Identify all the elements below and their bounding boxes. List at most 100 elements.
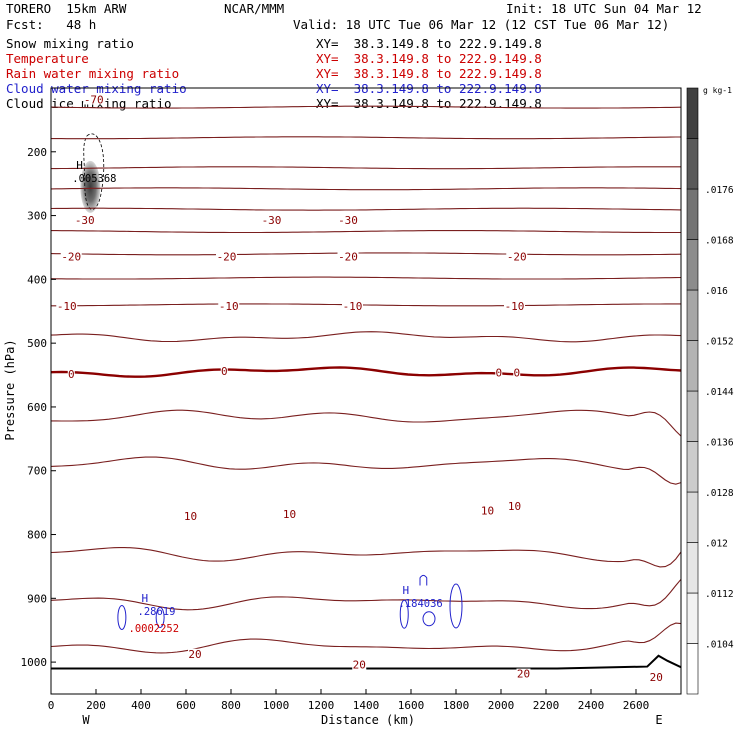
isotherm-label-bg <box>516 668 531 679</box>
isotherm-label: 20 <box>517 668 530 681</box>
isotherm-label-bg <box>56 301 78 312</box>
snow-shading <box>80 160 101 213</box>
x-tick-label: 200 <box>86 699 106 712</box>
isotherm-label-bg <box>60 251 82 262</box>
isotherm-label-bg <box>342 301 363 312</box>
cloud-water-maximum-2-marker: H <box>403 584 410 597</box>
x-tick-label: 2200 <box>533 699 560 712</box>
x-tick-label: 800 <box>221 699 241 712</box>
x-tick-label: 600 <box>176 699 196 712</box>
x-tick-label: 2400 <box>578 699 605 712</box>
header-init: Init: 18 UTC Sun 04 Mar 12 <box>506 1 702 16</box>
colorbar-swatch <box>686 87 699 139</box>
x-tick-label: 2000 <box>488 699 515 712</box>
isotherm-5 <box>51 409 681 437</box>
isotherm-label: 20 <box>353 659 366 672</box>
x-end-label-east: E <box>655 713 662 727</box>
isotherm--50 <box>51 105 681 109</box>
x-tick-label: 0 <box>48 699 55 712</box>
x-axis-label: Distance (km) <box>321 713 415 727</box>
cloud-ice-contour <box>83 133 105 210</box>
isotherm-15 <box>51 547 681 568</box>
isotherm-label-bg <box>337 215 359 226</box>
x-tick-label: 2600 <box>623 699 650 712</box>
isotherm-label: -70 <box>84 93 104 106</box>
isotherm-label-bg <box>261 215 282 226</box>
colorbar-tick-label: .016 <box>705 286 728 297</box>
isotherm-label: -10 <box>505 300 525 313</box>
isotherm-label-bg <box>649 671 664 682</box>
snow-maximum-value: .005368 <box>72 173 116 185</box>
colorbar-tick-label: .0168 <box>705 236 734 247</box>
x-end-label-west: W <box>82 713 90 727</box>
field-name-temperature: Temperature <box>6 51 89 66</box>
y-tick-label: 900 <box>27 592 47 605</box>
y-tick-label: 800 <box>27 529 47 542</box>
isotherm-label-bg <box>337 251 359 262</box>
field-name-cloud-water: Cloud water mixing ratio <box>6 81 187 96</box>
isotherm-label-bg <box>504 301 525 312</box>
colorbar-swatch <box>686 592 699 644</box>
isotherm-label: -10 <box>343 300 363 313</box>
colorbar-swatch <box>686 491 699 543</box>
colorbar-swatch <box>686 340 699 392</box>
isotherm-10 <box>51 456 681 485</box>
colorbar-swatch <box>686 138 699 190</box>
isotherm--10 <box>51 303 681 307</box>
isotherm-label: 0 <box>68 368 75 381</box>
colorbar-swatch <box>686 188 699 240</box>
x-tick-label: 1800 <box>443 699 470 712</box>
colorbar-tick-label: .0136 <box>705 438 734 449</box>
x-tick-label: 1200 <box>308 699 335 712</box>
isotherm-label: 0 <box>513 367 520 380</box>
cloud-water-contour <box>399 599 409 629</box>
isotherm-label: 0 <box>495 367 502 380</box>
isotherm--5 <box>51 331 681 343</box>
isotherm--30 <box>51 207 681 211</box>
colorbar-tick-label: .0176 <box>705 185 734 196</box>
header-center: NCAR/MMM <box>224 1 285 16</box>
isotherm-20 <box>51 578 681 611</box>
y-tick-label: 300 <box>27 210 47 223</box>
isotherm-25 <box>51 622 681 654</box>
field-xy-rain: XY= 38.3.149.8 to 222.9.149.8 <box>316 66 542 81</box>
isotherm--45 <box>51 136 681 140</box>
x-tick-label: 400 <box>131 699 151 712</box>
y-tick-label: 400 <box>27 273 47 286</box>
header-fcst: Fcst: 48 h <box>6 17 97 32</box>
isotherm-label: 10 <box>283 508 296 521</box>
cloud-water-maximum-1-marker: H <box>142 592 149 605</box>
isotherm-label-bg <box>513 367 521 378</box>
isotherm-label-bg <box>83 94 105 105</box>
isotherm-label-bg <box>506 251 528 262</box>
colorbar-tick-label: .0144 <box>705 387 734 398</box>
cloud-water-contour <box>422 611 436 627</box>
isotherm-label-bg <box>480 505 495 516</box>
y-tick-label: 700 <box>27 465 47 478</box>
header-model: TORERO 15km ARW <box>6 1 127 16</box>
isotherm-label-bg <box>495 367 503 378</box>
x-tick-label: 1600 <box>398 699 425 712</box>
isotherm--25 <box>51 230 681 234</box>
isotherm-label: -30 <box>75 214 95 227</box>
isotherm-label-bg <box>218 301 240 312</box>
colorbar-tick-label: .0112 <box>705 589 734 600</box>
isotherm-label: 10 <box>184 510 197 523</box>
isotherm-label: -20 <box>217 250 237 263</box>
isotherm-label-bg <box>188 648 202 659</box>
colorbar-tick-label: .0128 <box>705 488 734 499</box>
colorbar-tick-label: .0104 <box>705 640 734 651</box>
field-name-snow: Snow mixing ratio <box>6 36 134 51</box>
isotherm-0 <box>51 366 681 378</box>
isotherm--40 <box>51 166 681 170</box>
y-tick-label: 1000 <box>21 656 48 669</box>
plot-area: -70-30 -30 -30-20 -20 -20 -20-10 -10 -10 -100 0 0 0… <box>51 93 681 684</box>
rain-maximum-value: .0002252 <box>129 623 180 635</box>
colorbar-swatch <box>686 643 699 695</box>
cloud-water-contour <box>419 574 428 586</box>
cloud-water-maximum-2-value: .184036 <box>399 598 443 610</box>
isotherm-label-bg <box>352 659 367 670</box>
isotherm-label: 10 <box>508 500 521 513</box>
isotherm--20 <box>51 252 681 256</box>
